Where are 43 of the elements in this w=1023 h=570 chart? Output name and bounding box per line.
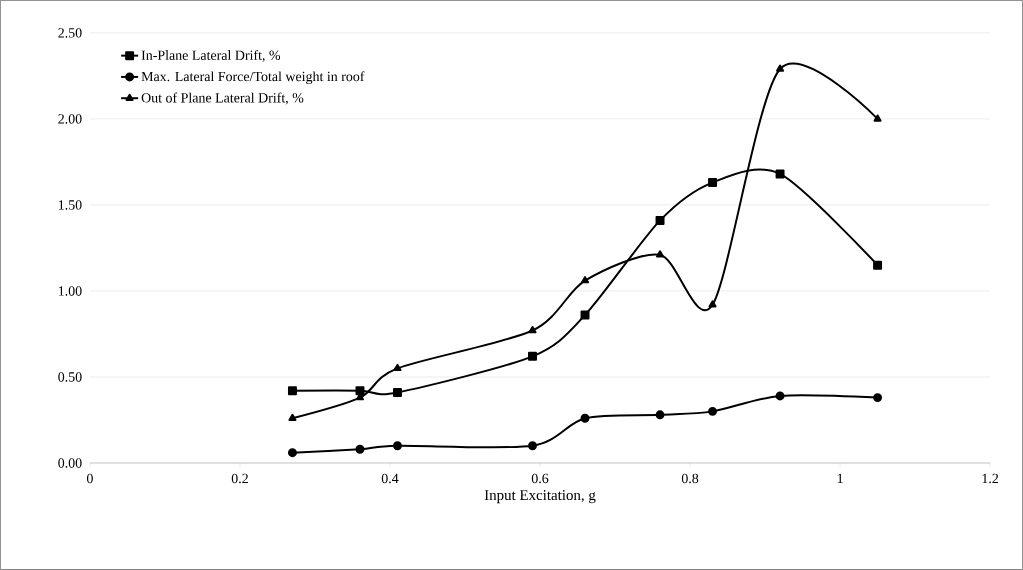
point (287, 448, 297, 458)
y-tick-label: 1.00 (58, 286, 82, 296)
point (775, 391, 785, 401)
point (528, 441, 537, 451)
point (655, 215, 665, 225)
x-tick-label: 1.2 (982, 473, 999, 484)
legend-label: Out of Plane Lateral Drift, % (141, 92, 304, 105)
point (776, 64, 785, 72)
point (873, 114, 882, 122)
point (581, 276, 590, 284)
point (288, 413, 297, 422)
legend-label: In-Plane Lateral Drift, % (141, 50, 281, 62)
point (528, 326, 537, 334)
y-tick-label: 0.50 (58, 372, 82, 382)
point (580, 310, 590, 320)
x-tick-label: 0.4 (381, 473, 399, 484)
point (655, 410, 665, 420)
x-tick-label: 0.2 (231, 473, 248, 484)
y-tick-label: 0.00 (58, 458, 82, 468)
point (580, 413, 590, 423)
y-tick-label: 2.50 (58, 28, 82, 38)
y-tick-label: 2.00 (58, 114, 82, 124)
point (393, 388, 402, 397)
point (775, 169, 785, 179)
point (355, 444, 365, 454)
point (656, 250, 665, 258)
x-tick-label: 0.6 (531, 473, 549, 484)
point (708, 406, 718, 416)
point (393, 363, 402, 372)
x-tick-label: 1 (837, 473, 843, 483)
point (873, 393, 883, 403)
x-tick-label: 0 (86, 473, 93, 484)
point (287, 386, 297, 396)
x-tick-label: 0.8 (681, 473, 699, 484)
point (708, 178, 718, 188)
y-tick-label: 1.50 (58, 200, 82, 210)
x-axis-title: Input Excitation, g (484, 490, 596, 504)
point (873, 260, 883, 270)
point (393, 441, 402, 451)
point (528, 351, 537, 361)
point (355, 386, 365, 396)
legend-label: Max. Lateral Force/Total weight in roof (141, 71, 365, 85)
point (708, 300, 717, 308)
